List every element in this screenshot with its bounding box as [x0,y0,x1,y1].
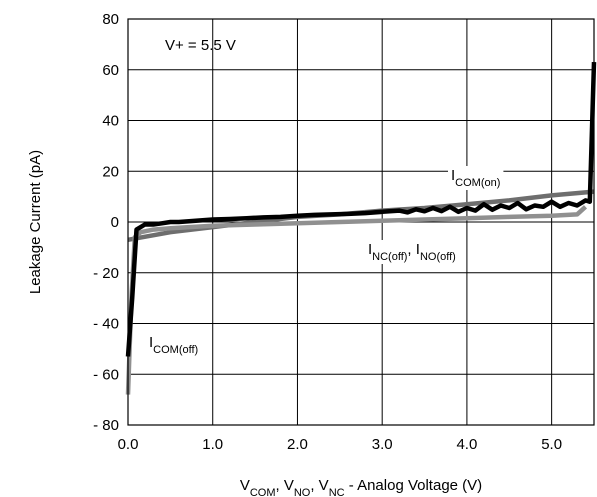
tick-labels: 0.0 1.0 2.0 3.0 4.0 5.0 80 60 40 20 0 - 20 - 40 - 60 -… [93,11,562,453]
x-tick-label: 5.0 [541,436,562,453]
x-axis-label-part: , V [310,477,328,494]
series-line-icom_off [125,62,597,357]
series-label-icom_off: ICOM(off) [149,334,198,356]
x-axis-label-part: COM [250,487,276,497]
x-axis-label-part: NC [329,487,345,497]
series-label-icom_on: ICOM(on) [451,167,500,189]
y-tick-label: 40 [102,113,119,130]
series-label-inc_ino_off: INC(off), INO(off) [368,241,456,263]
series-label-icom_on-part: I [451,167,455,184]
y-tick-label: 0 [111,214,119,231]
series-line-inc_ino_off [125,205,588,395]
y-tick-label: 80 [102,11,119,28]
series-label-inc_ino_off-part: I [368,241,372,258]
text-labels: Leakage Current (pA)VCOM, VNO, VNC - Ana… [27,37,504,497]
series-label-bg [146,333,202,357]
x-axis-label-part: NO [294,487,311,497]
x-tick-label: 3.0 [372,436,393,453]
y-axis-label: Leakage Current (pA) [27,150,44,294]
series-label-icom_off-part: COM(off) [153,344,198,356]
y-tick-label: 20 [102,163,119,180]
series-label-bg [448,166,504,190]
x-axis-label: VCOM, VNO, VNC - Analog Voltage (V) [240,477,482,497]
series-label-icom_off-part: I [149,334,153,351]
series-label-icom_on-part: COM(on) [455,177,500,189]
series-label-inc_ino_off-part: , I [407,241,420,258]
x-axis-label-part: , V [276,477,294,494]
y-tick-label: - 20 [93,265,119,282]
x-tick-label: 1.0 [202,436,223,453]
x-axis-label-part: V [240,477,250,494]
series-label-inc_ino_off-part: NC(off) [372,251,407,263]
x-tick-label: 0.0 [118,436,139,453]
x-tick-label: 4.0 [456,436,477,453]
series-lines [125,62,597,395]
x-axis-label-part: - Analog Voltage (V) [345,477,483,494]
series-label-inc_ino_off-part: NO(off) [420,251,456,263]
x-tick-label: 2.0 [287,436,308,453]
y-tick-label: 60 [102,62,119,79]
y-tick-label: - 40 [93,316,119,333]
y-tick-label: - 60 [93,366,119,383]
series-label-bg [365,240,459,264]
plot-frame [127,18,595,426]
supply-voltage-annotation: V+ = 5.5 V [165,37,236,54]
y-tick-label: - 80 [93,417,119,434]
